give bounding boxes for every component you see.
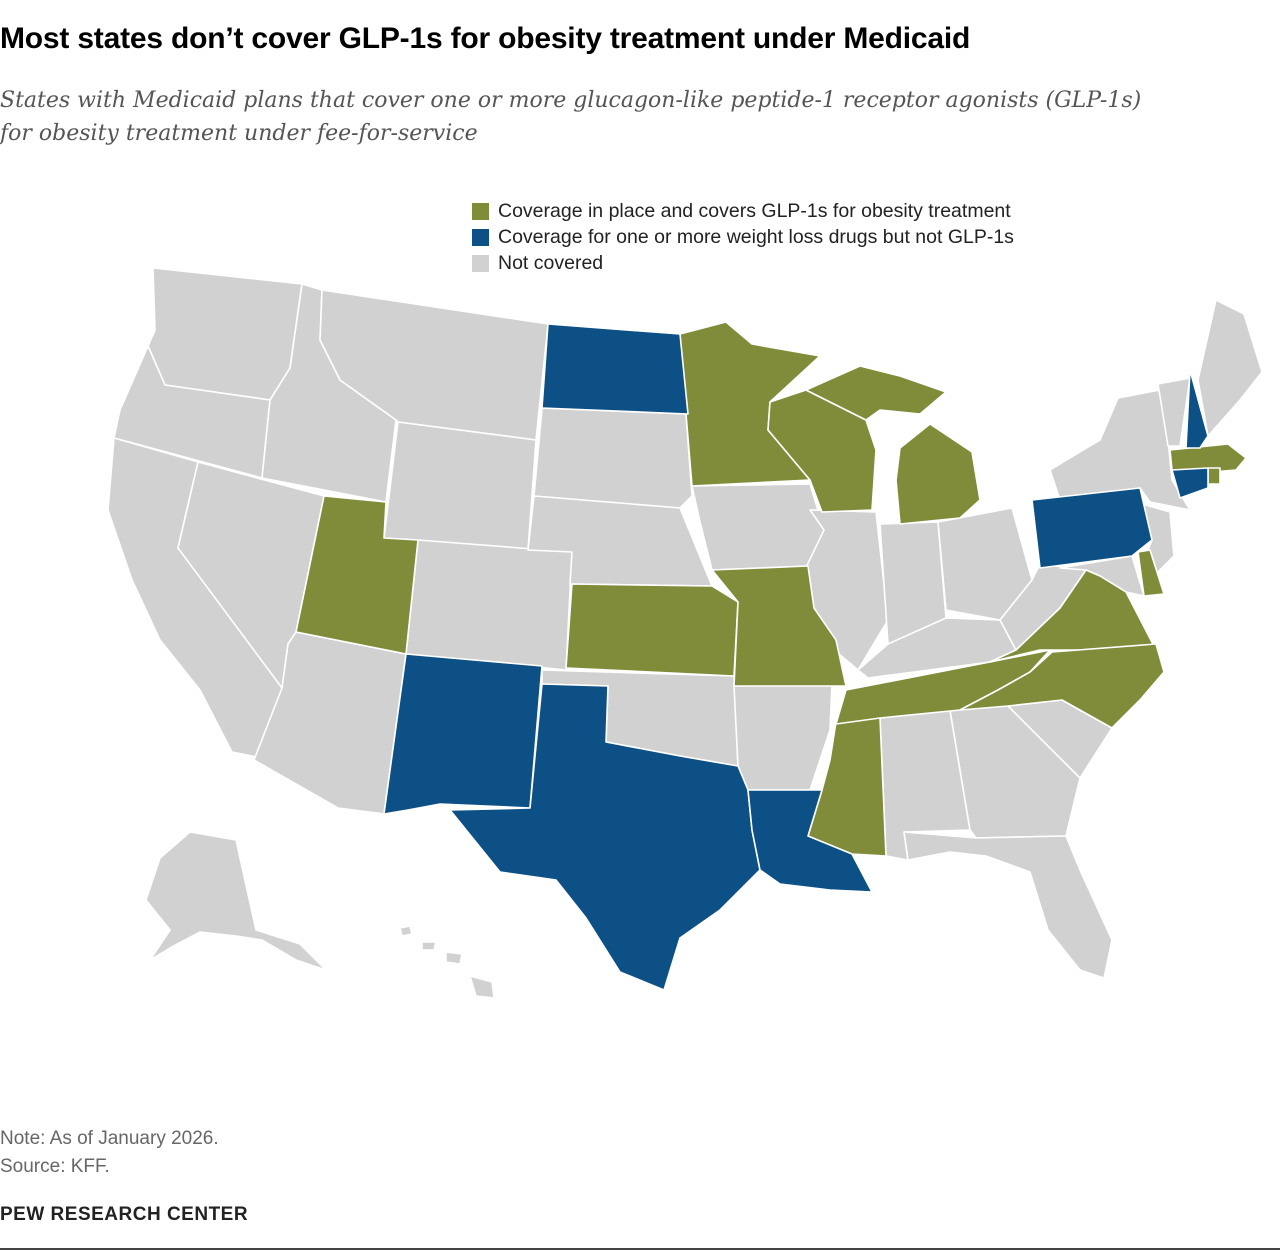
legend-swatch-gray (472, 254, 489, 272)
state-washington (147, 267, 303, 401)
state-delaware (1137, 549, 1165, 597)
state-iowa (691, 483, 825, 571)
state-kansas (565, 583, 739, 677)
state-hawaii-oahu (421, 941, 437, 951)
legend-item-weight-loss-not-glp1: Coverage for one or more weight loss dru… (472, 224, 1014, 250)
state-florida (903, 831, 1113, 979)
state-wyoming (383, 421, 537, 551)
state-arkansas (733, 683, 833, 791)
state-texas (449, 683, 761, 991)
legend-item-covers-glp1: Coverage in place and covers GLP-1s for … (472, 198, 1014, 224)
state-north-carolina (959, 643, 1165, 729)
state-nebraska (527, 495, 713, 587)
state-vermont (1157, 377, 1191, 447)
legend-swatch-green (472, 202, 489, 220)
state-hawaii-kauai (399, 925, 413, 937)
legend-swatch-blue (472, 228, 489, 246)
map-legend: Coverage in place and covers GLP-1s for … (472, 198, 1014, 276)
state-pennsylvania (1031, 487, 1153, 569)
state-new-mexico (383, 653, 543, 815)
state-louisiana (747, 789, 873, 893)
state-maine (1197, 299, 1263, 437)
state-hawaii-big (469, 975, 495, 999)
state-utah (295, 495, 419, 655)
legend-item-not-covered: Not covered (472, 250, 1014, 276)
state-michigan (895, 423, 981, 525)
brand-logo-text: PEW RESEARCH CENTER (0, 1204, 249, 1225)
subtitle-line-1: States with Medicaid plans that cover on… (0, 88, 1142, 113)
state-north-dakota (541, 323, 689, 415)
state-missouri (711, 565, 847, 687)
bottom-rule (0, 1248, 1280, 1250)
state-michigan-upper (805, 365, 947, 421)
chart-subtitle: States with Medicaid plans that cover on… (0, 84, 1280, 150)
state-south-dakota (533, 407, 693, 509)
legend-label: Coverage for one or more weight loss dru… (498, 225, 1014, 248)
state-rhode-island (1207, 467, 1221, 485)
state-alaska (145, 831, 327, 971)
chart-title: Most states don’t cover GLP-1s for obesi… (0, 22, 971, 55)
state-hawaii-maui (445, 951, 463, 965)
state-connecticut (1171, 467, 1209, 499)
state-colorado (405, 539, 573, 671)
subtitle-line-2: for obesity treatment under fee-for-serv… (0, 121, 478, 146)
state-new-hampshire (1185, 369, 1209, 449)
legend-label: Not covered (498, 251, 604, 274)
source-note: Source: KFF. (0, 1156, 110, 1177)
footnote: Note: As of January 2026. (0, 1128, 219, 1149)
legend-label: Coverage in place and covers GLP-1s for … (498, 199, 1011, 222)
